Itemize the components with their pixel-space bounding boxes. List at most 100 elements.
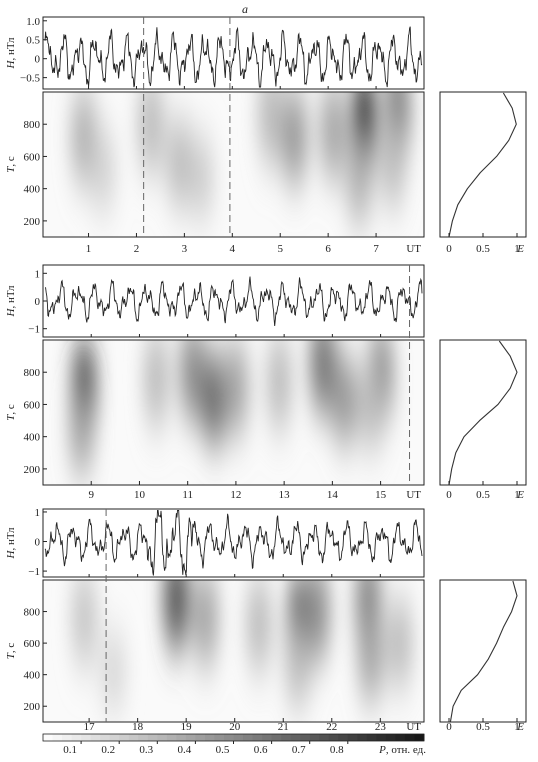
colorbar-cell (233, 734, 244, 741)
colorbar-cell (52, 734, 63, 741)
trace-frame-p2 (42, 264, 425, 338)
colorbar-cell (385, 734, 396, 741)
wavelet-blob (309, 340, 336, 415)
colorbar-cell (395, 734, 406, 741)
ut-tick-label: 22 (326, 721, 337, 733)
wavelet-blob (201, 353, 228, 446)
wavelet-blob (319, 92, 346, 180)
colorbar-cell (414, 734, 425, 741)
wavelet-ylabel-var: T (5, 652, 17, 659)
wavelet-blob (284, 623, 311, 707)
ut-tick-label: 5 (277, 243, 283, 255)
colorbar-tick-label: 0.6 (254, 744, 268, 756)
energy-curve-p3 (449, 580, 518, 723)
wavelet-ylabel-var: T (5, 166, 17, 173)
colorbar-tick-label: 0.1 (63, 744, 77, 756)
colorbar-tick-label: 0.5 (216, 744, 230, 756)
ut-axis-label: UT (406, 489, 421, 501)
energy-frame-p3 (439, 579, 527, 723)
colorbar-cell (138, 734, 149, 741)
trace-ytick-label: −0.5 (20, 73, 40, 85)
ut-tick-label: 20 (229, 721, 241, 733)
energy-axis-label: E (516, 489, 524, 501)
colorbar-cell (319, 734, 330, 741)
colorbar-tick-label: 0.2 (101, 744, 115, 756)
wavelet-blob (257, 92, 284, 167)
energy-tick-label: 1 (514, 721, 520, 733)
wavelet-blob (68, 392, 95, 474)
wavelet-blob (266, 340, 293, 431)
wavelet-blob (357, 359, 384, 450)
colorbar-cell (176, 734, 187, 741)
colorbar-cell (43, 734, 54, 741)
wavelet-blob (357, 616, 384, 702)
wavelet-image-p1 (43, 92, 424, 237)
wavelet-blob (166, 118, 193, 207)
wavelet-blob (89, 126, 116, 213)
ut-tick-label: 14 (327, 489, 339, 501)
wavelet-blob (222, 340, 249, 436)
colorbar-label-unit: , отн. ед. (386, 744, 426, 756)
ut-tick-label: 9 (88, 489, 94, 501)
trace-ylabel-p3: H, нТл (5, 527, 17, 560)
trace-frame-p1 (42, 16, 425, 90)
energy-tick-label: 0.5 (476, 721, 490, 733)
colorbar-cell (128, 734, 139, 741)
wavelet-blob (71, 580, 98, 667)
colorbar-cell (290, 734, 301, 741)
ut-tick-label: 6 (325, 243, 331, 255)
wavelet-blob (379, 118, 406, 207)
trace-line-p1 (44, 26, 423, 88)
wavelet-blob (281, 92, 308, 186)
wavelet-ytick-label: 400 (24, 670, 41, 682)
ut-tick-label: 12 (230, 489, 241, 501)
colorbar-cell (271, 734, 282, 741)
trace-ylabel-unit: , нТл (5, 527, 17, 551)
ut-tick-label: 17 (84, 721, 96, 733)
energy-tick-label: 0 (446, 489, 452, 501)
wavelet-blob (163, 580, 190, 651)
colorbar-cell (166, 734, 177, 741)
ut-tick-label: 4 (230, 243, 236, 255)
energy-tick-label: 0 (446, 721, 452, 733)
ut-tick-label: 1 (86, 243, 92, 255)
trace-ylabel-unit: , нТл (5, 37, 17, 61)
colorbar-cell (262, 734, 273, 741)
trace-ytick-label: 1 (35, 268, 41, 280)
wavelet-ytick-label: 800 (24, 367, 41, 379)
colorbar-tick-label: 0.7 (292, 744, 306, 756)
trace-ytick-label: 1.0 (26, 16, 40, 28)
wavelet-blob (179, 340, 206, 423)
colorbar-cell (252, 734, 263, 741)
trace-ylabel-var: H (5, 60, 17, 70)
colorbar-cell (119, 734, 130, 741)
wavelet-ylabel-p1: T, с (5, 156, 17, 173)
wavelet-ytick-label: 600 (24, 399, 41, 411)
energy-tick-label: 1 (514, 489, 520, 501)
wavelet-ytick-label: 200 (24, 701, 41, 713)
colorbar-cell (109, 734, 120, 741)
wavelet-ylabel-p2: T, с (5, 404, 17, 421)
wavelet-image-p2 (43, 340, 424, 485)
colorbar-cell (404, 734, 415, 741)
trace-ylabel-var: H (5, 550, 17, 560)
ut-tick-label: 2 (134, 243, 140, 255)
colorbar-cell (195, 734, 206, 741)
trace-ytick-label: −1 (28, 566, 40, 578)
energy-tick-label: 0 (446, 243, 452, 255)
ut-tick-label: 10 (134, 489, 146, 501)
trace-ylabel-var: H (5, 308, 17, 318)
colorbar-cell (243, 734, 254, 741)
trace-ytick-label: 0 (35, 54, 41, 66)
wavelet-frame-p2 (42, 339, 425, 486)
trace-ytick-label: −1 (28, 324, 40, 336)
energy-axis-label: E (516, 721, 524, 733)
colorbar-cell (71, 734, 82, 741)
wavelet-image-p3 (43, 580, 424, 722)
energy-curve-p2 (448, 340, 518, 486)
wavelet-blob (386, 598, 413, 689)
wavelet-ylabel-unit: , с (5, 404, 17, 415)
colorbar-cell (147, 734, 158, 741)
ut-tick-label: 18 (132, 721, 144, 733)
colorbar-cell (366, 734, 377, 741)
